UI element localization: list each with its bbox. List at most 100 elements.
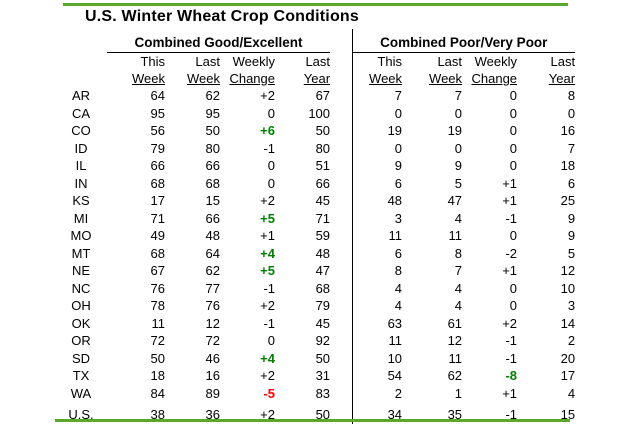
table-row: MO 49 48 +1 59 11 11 0 9 (55, 227, 575, 245)
pv-last-year: 10 (560, 280, 576, 296)
table-row: NE 67 62 +5 47 8 7 +1 12 (55, 262, 575, 280)
section-divider (330, 70, 353, 87)
pv-last-week: 4 (454, 298, 463, 313)
ge-last-year: 80 (315, 140, 331, 156)
ge-last-year: 50 (315, 123, 331, 138)
pv-this-week: 6 (394, 175, 403, 191)
ge-this-week: 50 (150, 350, 165, 366)
ge-last-year: 83 (315, 385, 331, 401)
us-total-row: U.S. 38 36 +2 50 34 35 -1 15 (55, 406, 575, 424)
pv-last-year: 8 (567, 88, 576, 103)
section-divider (330, 29, 353, 53)
bottom-green-rule (55, 419, 570, 422)
section-divider (330, 192, 353, 210)
pv-weekly-change: +1 (502, 193, 518, 208)
pv-weekly-change: 0 (509, 123, 518, 138)
us-pv-this-week: 34 (387, 407, 403, 422)
ge-this-week: 95 (150, 105, 165, 121)
blank-cell (55, 70, 107, 87)
us-ge-last-week: 36 (205, 407, 220, 422)
ge-weekly-change: +6 (260, 123, 275, 138)
pv-this-week: 9 (394, 158, 403, 173)
pv-col-head-week: Week (369, 71, 403, 86)
pv-col-head-last: Last (437, 54, 463, 69)
section-divider (330, 279, 353, 297)
state-label: OR (71, 333, 91, 348)
pv-last-week: 8 (454, 245, 463, 261)
ge-this-week: 68 (150, 175, 165, 191)
ge-weekly-change: +4 (260, 350, 275, 366)
pv-last-year: 4 (567, 385, 576, 401)
pv-weekly-change: +1 (502, 175, 518, 191)
table-row: NC 76 77 -1 68 4 4 0 10 (55, 279, 576, 297)
ge-last-week: 77 (205, 280, 220, 296)
pv-this-week: 11 (388, 228, 403, 243)
pv-this-week: 0 (394, 140, 403, 156)
section-divider (330, 367, 353, 385)
pv-last-year: 9 (567, 228, 576, 243)
ge-last-week: 66 (205, 158, 220, 173)
pv-weekly-change: 0 (509, 280, 518, 296)
ge-last-year: 47 (315, 263, 331, 278)
ge-col-head-year: Year (303, 71, 331, 86)
pv-weekly-change: +2 (502, 315, 518, 331)
state-label: MT (71, 245, 91, 261)
pv-this-week: 4 (394, 298, 403, 313)
pv-last-week: 47 (447, 193, 463, 208)
state-label: OK (71, 315, 91, 331)
ge-weekly-change: 0 (267, 175, 275, 191)
pv-last-year: 25 (560, 193, 576, 208)
ge-last-year: 45 (315, 315, 331, 331)
ge-last-week: 12 (205, 315, 220, 331)
table-row: AR 64 62 +2 67 7 7 0 8 (55, 87, 575, 105)
section-divider (330, 52, 353, 70)
ge-last-year: 66 (315, 175, 331, 191)
table-row: KS 17 15 +2 45 48 47 +1 25 (55, 192, 575, 210)
pv-last-week: 12 (447, 333, 463, 348)
pv-last-week: 7 (454, 263, 463, 278)
pv-last-week: 19 (447, 123, 463, 138)
pv-weekly-change: -1 (505, 210, 518, 226)
pv-last-week: 4 (454, 280, 463, 296)
section-divider (330, 209, 353, 227)
ge-this-week: 78 (150, 298, 165, 313)
pv-weekly-change: 0 (509, 298, 518, 313)
table-row: WA 84 89 -5 83 2 1 +1 4 (55, 384, 576, 402)
ge-last-year: 50 (315, 350, 331, 366)
table-row: OH 78 76 +2 79 4 4 0 3 (55, 297, 575, 315)
pv-last-week: 9 (454, 158, 463, 173)
pv-last-week: 5 (454, 175, 463, 191)
ge-last-year: 67 (315, 88, 331, 103)
pv-last-week: 4 (454, 210, 463, 226)
ge-last-week: 48 (205, 228, 220, 243)
section-divider (330, 139, 353, 157)
section-divider (330, 244, 353, 262)
table-row: TX 18 16 +2 31 54 62 -8 17 (55, 367, 575, 385)
section-divider (330, 297, 353, 315)
pv-weekly-change: -1 (505, 350, 518, 366)
ge-last-week: 95 (205, 105, 220, 121)
ge-last-week: 76 (205, 298, 220, 313)
ge-this-week: 76 (150, 280, 165, 296)
table-row: MT 68 64 +4 48 6 8 -2 5 (55, 244, 575, 262)
state-label: AR (71, 88, 91, 103)
ge-this-week: 71 (150, 210, 165, 226)
pv-weekly-change: 0 (509, 140, 518, 156)
pv-weekly-change: 0 (509, 228, 518, 243)
ge-weekly-change: +5 (260, 263, 275, 278)
pv-this-week: 3 (394, 210, 403, 226)
state-label: NE (71, 263, 91, 278)
section-header-row: Combined Good/Excellent Combined Poor/Ve… (55, 29, 576, 53)
column-header-row-top: This Last Weekly Last This Last Weekly L… (55, 52, 575, 70)
state-label: TX (72, 368, 90, 383)
top-green-rule (63, 3, 568, 6)
pv-last-week: 0 (454, 140, 463, 156)
ge-this-week: 66 (150, 158, 165, 173)
pv-this-week: 54 (387, 368, 403, 383)
pv-last-week: 1 (454, 385, 463, 401)
crop-conditions-table: Combined Good/Excellent Combined Poor/Ve… (55, 29, 576, 424)
section-divider (330, 122, 353, 140)
ge-last-year: 100 (308, 105, 331, 121)
section-divider (330, 402, 353, 406)
pv-col-head-change: Change (471, 71, 518, 86)
